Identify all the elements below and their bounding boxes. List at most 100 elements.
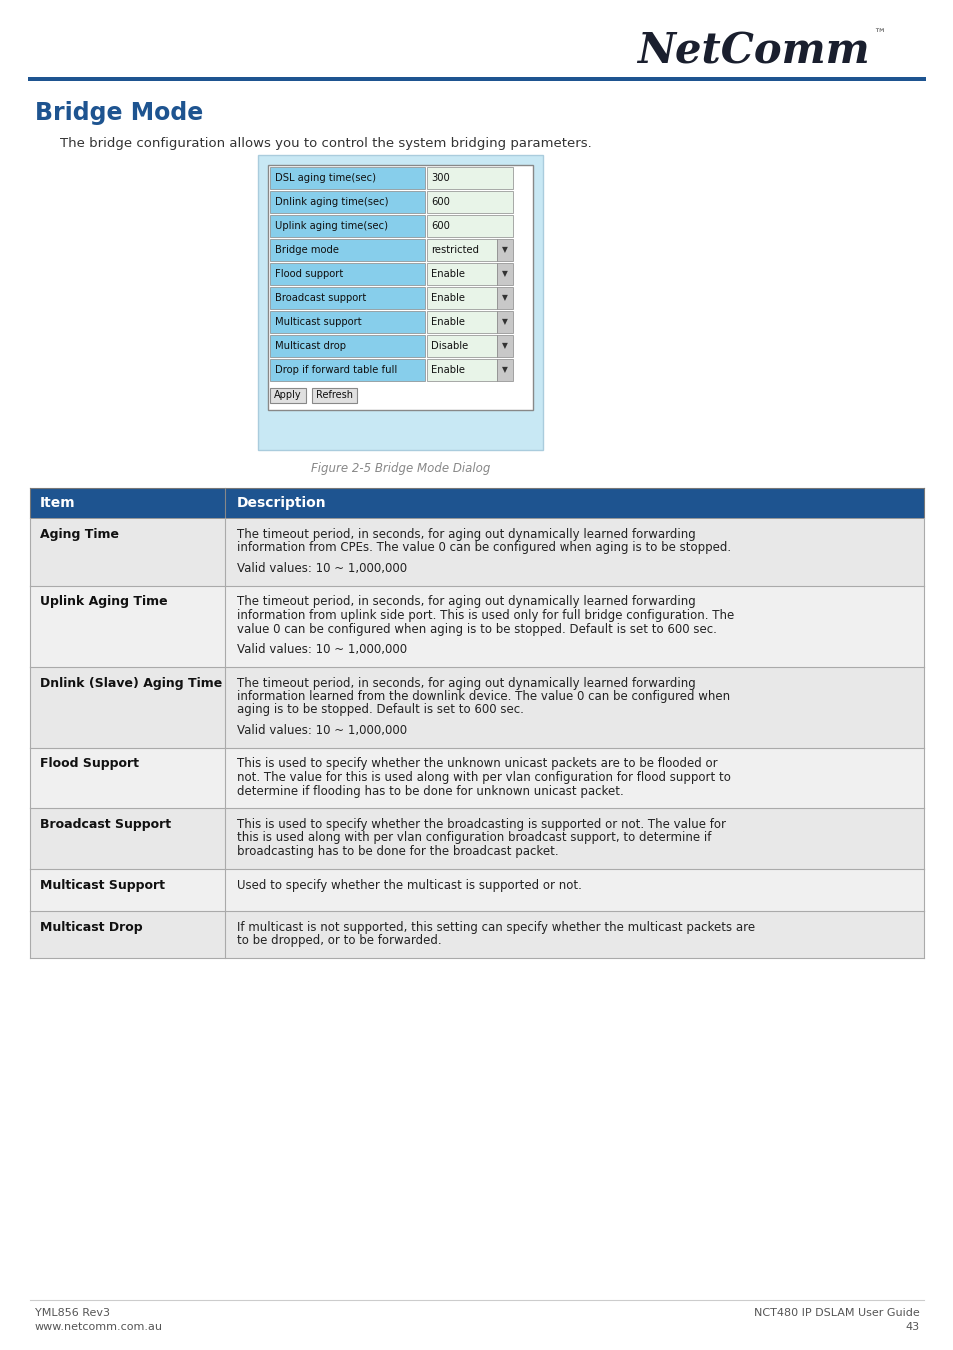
Text: This is used to specify whether the unknown unicast packets are to be flooded or: This is used to specify whether the unkn… — [236, 757, 717, 771]
Text: Aging Time: Aging Time — [40, 528, 119, 541]
Text: Broadcast Support: Broadcast Support — [40, 818, 171, 832]
Text: Drop if forward table full: Drop if forward table full — [274, 364, 396, 375]
Bar — [427, 359, 497, 381]
Bar — [427, 288, 497, 309]
Text: Valid values: 10 ~ 1,000,000: Valid values: 10 ~ 1,000,000 — [236, 562, 407, 575]
Bar — [427, 335, 497, 356]
Bar — [270, 215, 424, 238]
Text: The bridge configuration allows you to control the system bridging parameters.: The bridge configuration allows you to c… — [60, 136, 591, 150]
Text: this is used along with per vlan configuration broadcast support, to determine i: this is used along with per vlan configu… — [236, 832, 711, 845]
Text: Enable: Enable — [431, 317, 464, 327]
Text: ▼: ▼ — [501, 270, 507, 278]
Bar — [30, 518, 923, 586]
Bar — [427, 239, 497, 261]
Bar — [270, 310, 424, 333]
Text: Used to specify whether the multicast is supported or not.: Used to specify whether the multicast is… — [236, 879, 581, 891]
Text: Dnlink (Slave) Aging Time: Dnlink (Slave) Aging Time — [40, 676, 222, 690]
Text: Valid values: 10 ~ 1,000,000: Valid values: 10 ~ 1,000,000 — [236, 724, 407, 737]
Bar — [497, 310, 513, 333]
Text: www.netcomm.com.au: www.netcomm.com.au — [35, 1322, 163, 1332]
Bar — [270, 335, 424, 356]
Text: Description: Description — [236, 495, 326, 510]
Text: The timeout period, in seconds, for aging out dynamically learned forwarding: The timeout period, in seconds, for agin… — [236, 528, 695, 541]
Bar — [427, 263, 497, 285]
Text: 300: 300 — [431, 173, 449, 184]
Bar — [427, 310, 497, 333]
Text: Disable: Disable — [431, 342, 468, 351]
Text: Flood Support: Flood Support — [40, 757, 139, 771]
Text: Uplink aging time(sec): Uplink aging time(sec) — [274, 221, 388, 231]
Text: ™: ™ — [872, 27, 884, 40]
Text: DSL aging time(sec): DSL aging time(sec) — [274, 173, 375, 184]
Bar — [497, 239, 513, 261]
Bar — [30, 748, 923, 809]
Text: Multicast Support: Multicast Support — [40, 879, 165, 891]
Text: Dnlink aging time(sec): Dnlink aging time(sec) — [274, 197, 388, 207]
Bar — [270, 288, 424, 309]
Bar — [30, 868, 923, 910]
Text: ▼: ▼ — [501, 317, 507, 327]
Bar — [30, 586, 923, 667]
Text: ▼: ▼ — [501, 246, 507, 255]
Bar — [497, 359, 513, 381]
Text: determine if flooding has to be done for unknown unicast packet.: determine if flooding has to be done for… — [236, 784, 623, 798]
Text: ▼: ▼ — [501, 342, 507, 351]
Bar — [270, 190, 424, 213]
Text: Enable: Enable — [431, 364, 464, 375]
Text: 600: 600 — [431, 221, 450, 231]
Text: The timeout period, in seconds, for aging out dynamically learned forwarding: The timeout period, in seconds, for agin… — [236, 595, 695, 609]
Text: ▼: ▼ — [501, 366, 507, 374]
Text: The timeout period, in seconds, for aging out dynamically learned forwarding: The timeout period, in seconds, for agin… — [236, 676, 695, 690]
Text: Uplink Aging Time: Uplink Aging Time — [40, 595, 168, 609]
Bar — [497, 263, 513, 285]
Text: If multicast is not supported, this setting can specify whether the multicast pa: If multicast is not supported, this sett… — [236, 921, 755, 933]
Text: to be dropped, or to be forwarded.: to be dropped, or to be forwarded. — [236, 934, 441, 946]
Text: aging is to be stopped. Default is set to 600 sec.: aging is to be stopped. Default is set t… — [236, 703, 523, 717]
Bar — [270, 239, 424, 261]
Bar — [257, 155, 542, 450]
Bar — [30, 667, 923, 748]
Text: Figure 2-5 Bridge Mode Dialog: Figure 2-5 Bridge Mode Dialog — [311, 462, 490, 475]
Text: ▼: ▼ — [501, 293, 507, 302]
Text: YML856 Rev3: YML856 Rev3 — [35, 1308, 110, 1318]
Bar — [30, 487, 923, 518]
Bar — [30, 910, 923, 957]
Bar — [270, 263, 424, 285]
Text: Multicast Drop: Multicast Drop — [40, 921, 143, 933]
Bar — [427, 215, 513, 238]
Text: Broadcast support: Broadcast support — [274, 293, 366, 302]
Text: restricted: restricted — [431, 244, 478, 255]
Text: Bridge Mode: Bridge Mode — [35, 101, 203, 126]
Text: value 0 can be configured when aging is to be stopped. Default is set to 600 sec: value 0 can be configured when aging is … — [236, 622, 716, 636]
Bar — [270, 359, 424, 381]
Text: information from uplink side port. This is used only for full bridge configurati: information from uplink side port. This … — [236, 609, 734, 622]
Text: This is used to specify whether the broadcasting is supported or not. The value : This is used to specify whether the broa… — [236, 818, 725, 832]
Text: 600: 600 — [431, 197, 450, 207]
Bar — [497, 335, 513, 356]
Text: Multicast drop: Multicast drop — [274, 342, 346, 351]
Bar — [268, 165, 533, 410]
Bar — [427, 190, 513, 213]
Text: Item: Item — [40, 495, 75, 510]
Text: NetComm: NetComm — [637, 31, 869, 73]
Text: information learned from the downlink device. The value 0 can be configured when: information learned from the downlink de… — [236, 690, 729, 703]
Bar — [427, 167, 513, 189]
Text: 43: 43 — [905, 1322, 919, 1332]
Text: Flood support: Flood support — [274, 269, 343, 279]
Text: Multicast support: Multicast support — [274, 317, 361, 327]
Bar — [497, 288, 513, 309]
Bar — [312, 387, 356, 404]
Text: Valid values: 10 ~ 1,000,000: Valid values: 10 ~ 1,000,000 — [236, 643, 407, 656]
Text: Bridge mode: Bridge mode — [274, 244, 338, 255]
Text: information from CPEs. The value 0 can be configured when aging is to be stopped: information from CPEs. The value 0 can b… — [236, 541, 730, 555]
Bar — [270, 167, 424, 189]
Text: broadcasting has to be done for the broadcast packet.: broadcasting has to be done for the broa… — [236, 845, 558, 859]
Bar — [30, 809, 923, 868]
Text: Refresh: Refresh — [315, 390, 353, 401]
Text: Enable: Enable — [431, 293, 464, 302]
Bar — [270, 387, 306, 404]
Text: Enable: Enable — [431, 269, 464, 279]
Text: Apply: Apply — [274, 390, 301, 401]
Bar — [28, 77, 925, 81]
Text: NCT480 IP DSLAM User Guide: NCT480 IP DSLAM User Guide — [754, 1308, 919, 1318]
